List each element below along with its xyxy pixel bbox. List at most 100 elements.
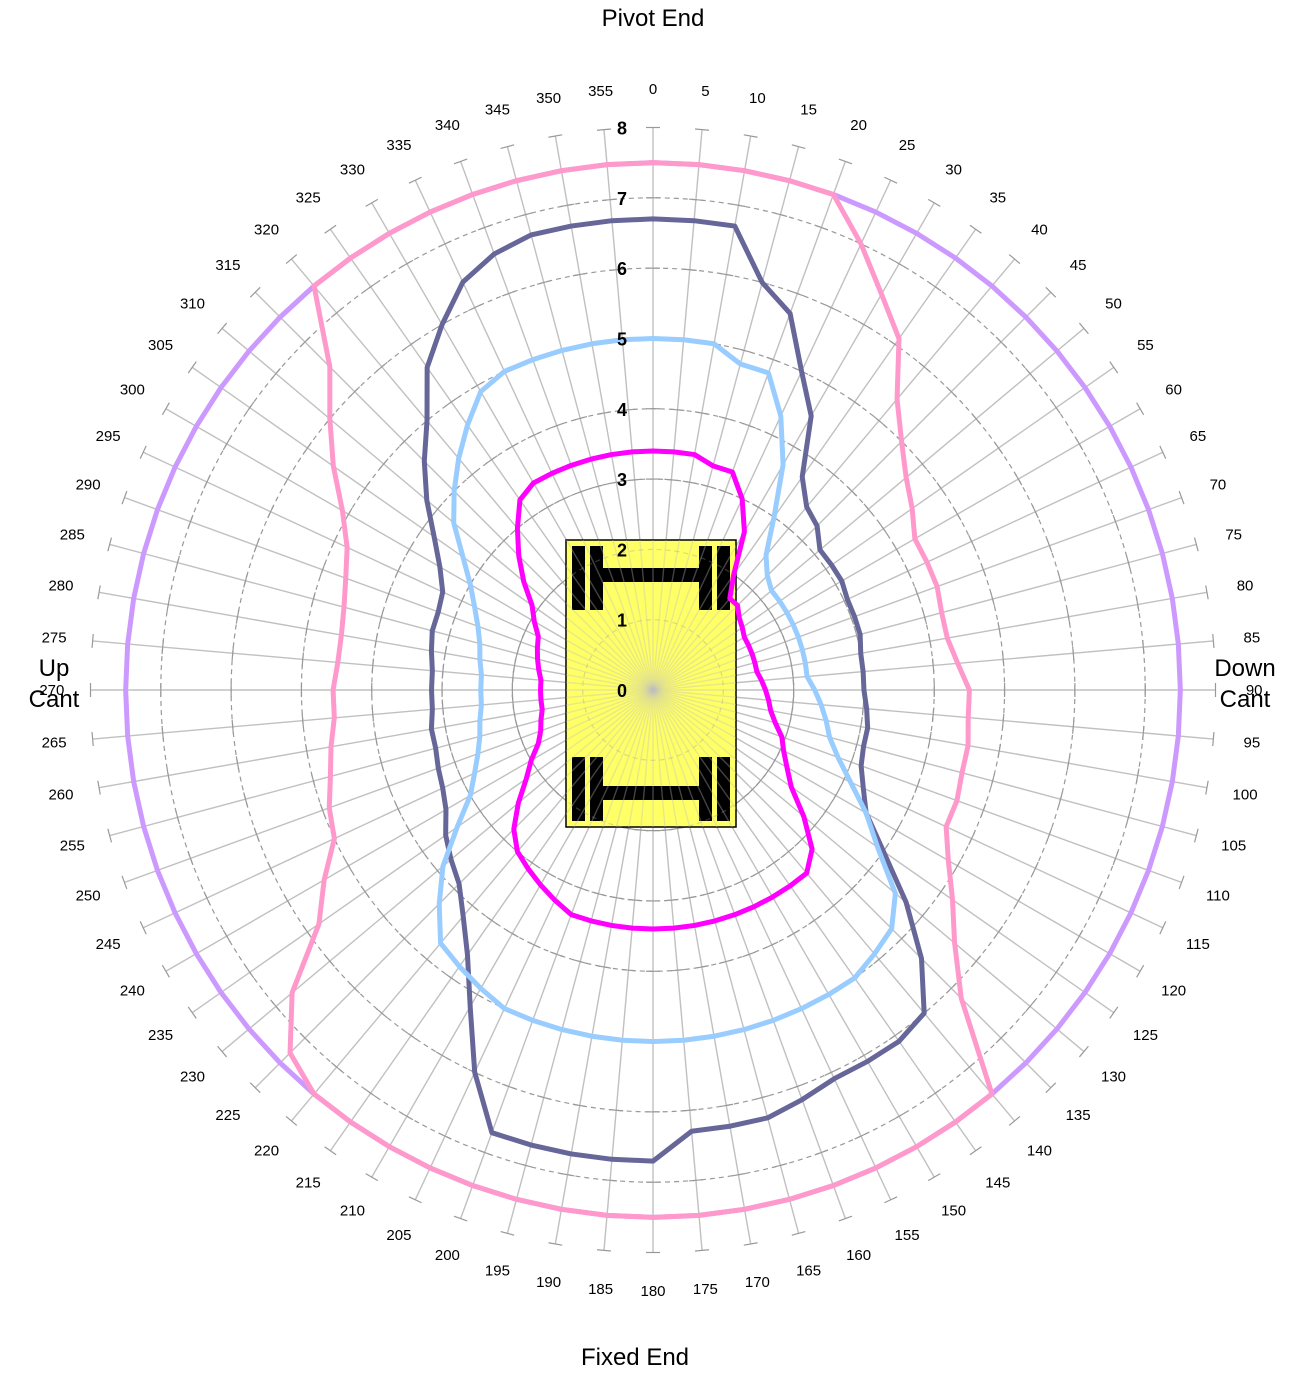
spoke-tick bbox=[1078, 322, 1089, 335]
angle-label: 40 bbox=[1031, 221, 1048, 238]
angle-label: 75 bbox=[1225, 526, 1242, 543]
spoke-tick bbox=[591, 891, 606, 897]
spoke-tick bbox=[360, 885, 370, 898]
angle-label: 185 bbox=[588, 1281, 613, 1298]
spoke-tick bbox=[922, 755, 928, 770]
spoke-tick bbox=[787, 929, 800, 938]
spoke-tick bbox=[596, 128, 612, 131]
spoke-tick bbox=[1031, 861, 1039, 875]
spoke-tick bbox=[344, 859, 353, 873]
angle-label: 35 bbox=[989, 190, 1006, 207]
angle-label: 315 bbox=[215, 257, 240, 274]
spoke-tick bbox=[399, 436, 410, 447]
spoke-tick bbox=[765, 431, 779, 439]
spoke-tick bbox=[980, 803, 987, 818]
spoke-line bbox=[566, 689, 654, 732]
spoke-tick bbox=[475, 804, 485, 818]
spoke-tick bbox=[445, 973, 458, 983]
spoke-line bbox=[652, 589, 736, 691]
spoke-tick bbox=[854, 737, 860, 752]
spoke-tick bbox=[371, 658, 375, 673]
angle-label: 230 bbox=[180, 1068, 205, 1085]
angle-label: 195 bbox=[485, 1263, 510, 1280]
spoke-tick bbox=[1058, 573, 1063, 588]
spoke-tick bbox=[765, 941, 779, 949]
spoke-tick bbox=[747, 585, 758, 596]
spoke-tick bbox=[609, 1109, 624, 1112]
angle-label: 60 bbox=[1165, 381, 1182, 398]
spoke-tick bbox=[846, 883, 858, 895]
spoke-tick bbox=[766, 356, 781, 363]
spoke-tick bbox=[1051, 401, 1061, 414]
spoke-tick bbox=[285, 1115, 298, 1126]
spoke-tick bbox=[682, 480, 697, 485]
spoke-tick bbox=[1008, 1115, 1021, 1126]
angle-label: 155 bbox=[895, 1227, 920, 1244]
spoke-tick bbox=[557, 877, 571, 885]
spoke-tick bbox=[791, 670, 795, 685]
up-cant-label-line2: Cant bbox=[29, 686, 80, 713]
spoke-tick bbox=[858, 719, 863, 734]
angle-label: 325 bbox=[296, 190, 321, 207]
spoke-tick bbox=[917, 910, 928, 922]
spoke-tick bbox=[441, 664, 445, 679]
spoke-tick bbox=[501, 290, 516, 297]
spoke-tick bbox=[658, 828, 673, 832]
down-cant-label-line1: Down bbox=[1214, 655, 1275, 682]
spoke-tick bbox=[1058, 792, 1063, 807]
spoke-tick bbox=[846, 485, 858, 497]
angle-label: 330 bbox=[340, 161, 365, 178]
spoke-line bbox=[566, 628, 654, 691]
series-line-4 bbox=[511, 448, 815, 932]
spoke-line bbox=[652, 641, 736, 691]
spoke-tick bbox=[404, 339, 418, 349]
spoke-tick bbox=[1112, 514, 1119, 529]
spoke-tick bbox=[299, 1032, 311, 1044]
spoke-line bbox=[566, 564, 654, 691]
spoke-tick bbox=[376, 1008, 388, 1019]
spoke-tick bbox=[1212, 633, 1215, 649]
spoke-tick bbox=[432, 503, 443, 515]
angle-label: 100 bbox=[1233, 786, 1258, 803]
spoke-tick bbox=[888, 1031, 902, 1041]
spoke-tick bbox=[814, 224, 829, 231]
spoke-tick bbox=[884, 176, 898, 184]
spoke-tick bbox=[936, 885, 946, 898]
spoke-tick bbox=[166, 597, 171, 612]
spoke-tick bbox=[752, 868, 765, 877]
spoke-tick bbox=[597, 965, 612, 969]
spoke-tick bbox=[514, 719, 520, 734]
spoke-tick bbox=[511, 670, 515, 685]
spoke-tick bbox=[301, 652, 304, 667]
angle-label: 280 bbox=[48, 578, 73, 595]
spoke-tick bbox=[670, 968, 685, 972]
spoke-tick bbox=[517, 635, 524, 649]
spoke-tick bbox=[518, 1163, 533, 1168]
spoke-tick bbox=[808, 455, 821, 465]
spoke-tick bbox=[922, 610, 928, 625]
angle-label: 175 bbox=[693, 1281, 718, 1298]
spoke-tick bbox=[522, 623, 530, 638]
spoke-tick bbox=[822, 381, 836, 390]
spoke-tick bbox=[344, 507, 353, 521]
spoke-tick bbox=[572, 1103, 587, 1108]
spoke-tick bbox=[443, 646, 448, 661]
spoke-tick bbox=[931, 658, 935, 673]
spoke-tick bbox=[187, 361, 197, 374]
spoke-tick bbox=[418, 845, 428, 858]
spoke-tick bbox=[458, 594, 466, 608]
spoke-tick bbox=[719, 272, 734, 277]
spoke-tick bbox=[1109, 361, 1119, 374]
spoke-tick bbox=[121, 490, 128, 505]
spoke-tick bbox=[1126, 810, 1131, 825]
radial-tick-label: 4 bbox=[617, 400, 627, 420]
fixed-end-label: Fixed End bbox=[581, 1344, 689, 1371]
spoke-tick bbox=[349, 982, 361, 994]
spoke-tick bbox=[1046, 827, 1053, 842]
spoke-tick bbox=[1135, 768, 1140, 783]
angle-label: 225 bbox=[215, 1107, 240, 1124]
spoke-tick bbox=[609, 268, 624, 271]
spoke-tick bbox=[824, 304, 838, 312]
spoke-line bbox=[566, 616, 654, 691]
